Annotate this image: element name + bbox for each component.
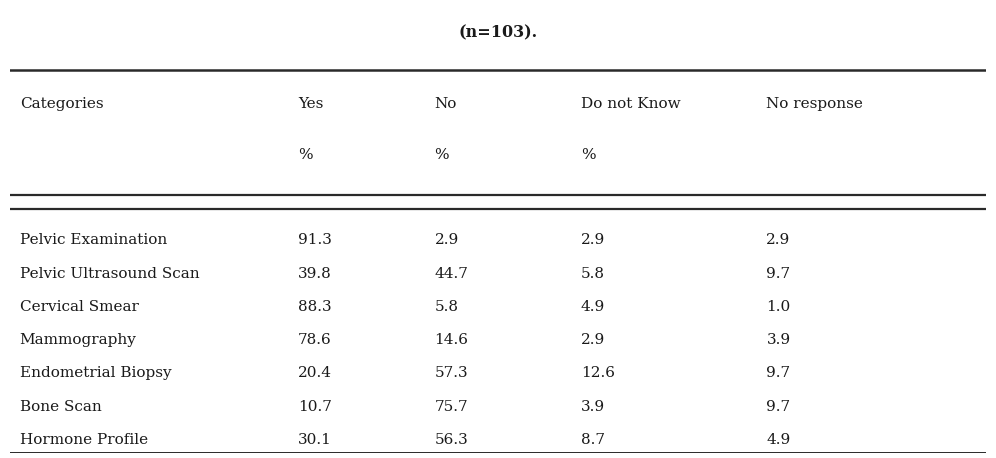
Text: 57.3: 57.3 xyxy=(434,366,468,380)
Text: 44.7: 44.7 xyxy=(434,267,468,281)
Text: 78.6: 78.6 xyxy=(298,333,332,347)
Text: No: No xyxy=(434,97,457,110)
Text: 4.9: 4.9 xyxy=(581,300,606,314)
Text: %: % xyxy=(298,148,313,162)
Text: Categories: Categories xyxy=(20,97,104,110)
Text: No response: No response xyxy=(767,97,864,110)
Text: 10.7: 10.7 xyxy=(298,399,332,414)
Text: (n=103).: (n=103). xyxy=(458,25,538,42)
Text: 3.9: 3.9 xyxy=(767,333,791,347)
Text: 2.9: 2.9 xyxy=(581,234,606,247)
Text: %: % xyxy=(434,148,449,162)
Text: %: % xyxy=(581,148,596,162)
Text: Do not Know: Do not Know xyxy=(581,97,680,110)
Text: 8.7: 8.7 xyxy=(581,433,605,447)
Text: 9.7: 9.7 xyxy=(767,267,791,281)
Text: 12.6: 12.6 xyxy=(581,366,615,380)
Text: 2.9: 2.9 xyxy=(434,234,459,247)
Text: 88.3: 88.3 xyxy=(298,300,332,314)
Text: 30.1: 30.1 xyxy=(298,433,332,447)
Text: Endometrial Biopsy: Endometrial Biopsy xyxy=(20,366,171,380)
Text: 2.9: 2.9 xyxy=(581,333,606,347)
Text: 14.6: 14.6 xyxy=(434,333,468,347)
Text: 1.0: 1.0 xyxy=(767,300,791,314)
Text: 2.9: 2.9 xyxy=(767,234,791,247)
Text: 5.8: 5.8 xyxy=(581,267,605,281)
Text: 9.7: 9.7 xyxy=(767,366,791,380)
Text: Bone Scan: Bone Scan xyxy=(20,399,102,414)
Text: 20.4: 20.4 xyxy=(298,366,332,380)
Text: 4.9: 4.9 xyxy=(767,433,791,447)
Text: Pelvic Ultrasound Scan: Pelvic Ultrasound Scan xyxy=(20,267,199,281)
Text: Hormone Profile: Hormone Profile xyxy=(20,433,147,447)
Text: 3.9: 3.9 xyxy=(581,399,606,414)
Text: Cervical Smear: Cervical Smear xyxy=(20,300,138,314)
Text: Mammography: Mammography xyxy=(20,333,136,347)
Text: 56.3: 56.3 xyxy=(434,433,468,447)
Text: 91.3: 91.3 xyxy=(298,234,332,247)
Text: 5.8: 5.8 xyxy=(434,300,458,314)
Text: Yes: Yes xyxy=(298,97,324,110)
Text: 39.8: 39.8 xyxy=(298,267,332,281)
Text: Pelvic Examination: Pelvic Examination xyxy=(20,234,167,247)
Text: 75.7: 75.7 xyxy=(434,399,468,414)
Text: 9.7: 9.7 xyxy=(767,399,791,414)
